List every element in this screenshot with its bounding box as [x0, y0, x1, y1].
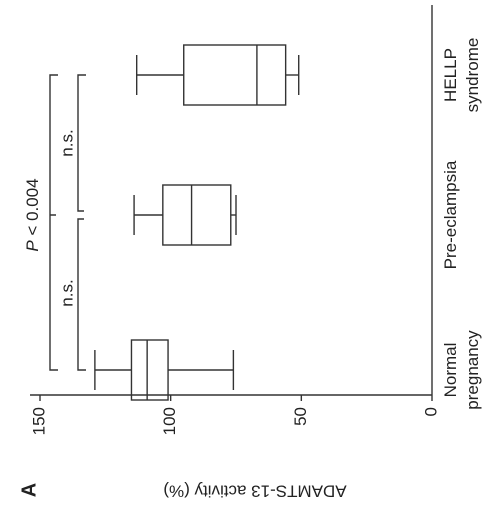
- annotation: P < 0.004: [23, 178, 42, 251]
- x-tick-label: HELLP syndrome: [441, 38, 482, 113]
- x-tick-label-line: pregnancy: [463, 330, 482, 410]
- y-tick-label: 0: [421, 407, 440, 416]
- box: [130, 339, 169, 401]
- y-axis-title: ADAMTS-13 activity (%): [163, 482, 346, 501]
- box: [183, 44, 287, 106]
- y-tick-label: 100: [160, 407, 179, 435]
- panel-label: A: [18, 483, 40, 497]
- x-tick-label: Normal pregnancy: [441, 330, 482, 410]
- x-tick-label-line: HELLP: [441, 48, 460, 102]
- annotation-part: P: [23, 240, 42, 252]
- box: [162, 184, 232, 246]
- y-tick-label: 50: [291, 407, 310, 426]
- annotation-part: < 0.004: [23, 178, 42, 240]
- annotation: n.s.: [57, 279, 76, 306]
- bracket: [77, 74, 86, 371]
- y-tick-label: 150: [29, 407, 48, 435]
- x-tick-label-line: Normal: [441, 343, 460, 398]
- x-tick-label-line: syndrome: [463, 38, 482, 113]
- rotated-plot: A ADAMTS-13 activity (%) 0 50 100 150 P < 0.…: [18, 5, 482, 501]
- x-tick-label-line: Pre-eclampsia: [441, 160, 460, 269]
- annotation: n.s.: [57, 129, 76, 156]
- bracket: [49, 74, 58, 371]
- x-tick-label: Pre-eclampsia: [441, 160, 460, 269]
